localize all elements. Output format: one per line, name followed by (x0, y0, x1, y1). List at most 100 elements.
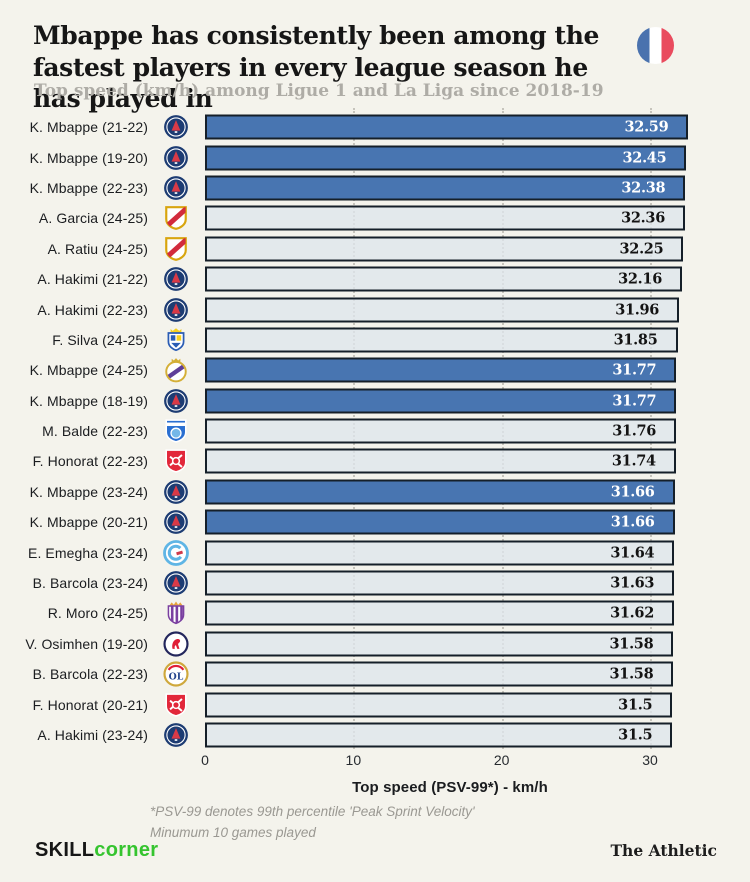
paris-saint-germain-crest-icon (163, 175, 189, 201)
paris-saint-germain-crest-icon (163, 570, 189, 596)
bar-row: A. Garcia (24-25) 32.36 (0, 203, 750, 233)
bar-value: 31.66 (610, 513, 655, 531)
bar: 31.62 (205, 600, 674, 626)
bar-value: 32.25 (619, 240, 664, 258)
player-label: V. Osimhen (19-20) (25, 635, 148, 652)
bar-track: 31.66 (205, 509, 695, 535)
bar-track: 31.63 (205, 570, 695, 596)
france-flag-icon (637, 27, 674, 64)
player-label: B. Barcola (23-24) (32, 575, 148, 592)
player-label: K. Mbappe (19-20) (29, 149, 148, 166)
stade-brestois-29-crest-icon (163, 692, 189, 718)
page-subtitle: Top speed (km/h) among Ligue 1 and La Li… (34, 81, 604, 101)
bar-row: B. Barcola (22-23) OL 31.58 (0, 659, 750, 689)
player-label: F. Honorat (22-23) (32, 453, 148, 470)
bar-track: 32.45 (205, 145, 695, 171)
bar: 31.66 (205, 509, 675, 535)
player-label: K. Mbappe (21-22) (29, 119, 148, 136)
paris-saint-germain-crest-icon (163, 114, 189, 140)
bar: 32.59 (205, 114, 689, 140)
bar: 32.38 (205, 175, 686, 201)
bar-track: 31.85 (205, 327, 695, 353)
bar-value: 32.45 (622, 149, 667, 167)
x-axis-label: Top speed (PSV-99*) - km/h (352, 779, 548, 796)
bar-value: 31.5 (618, 696, 653, 714)
bar-value: 31.66 (610, 483, 655, 501)
logo-corner-text: corner (94, 839, 159, 861)
bar-value: 31.63 (610, 574, 655, 592)
player-label: A. Hakimi (23-24) (37, 727, 148, 743)
bar: 32.16 (205, 266, 682, 292)
estac-troyes-crest-icon (163, 418, 189, 444)
losc-lille-crest-icon (163, 631, 189, 657)
bar-row: A. Hakimi (23-24) 31.5 (0, 720, 750, 750)
player-label: F. Silva (24-25) (52, 331, 148, 348)
paris-saint-germain-crest-icon (163, 388, 189, 414)
bar: 31.58 (205, 631, 674, 657)
bars: K. Mbappe (21-22) 32.59 K. Mbappe (19-20… (0, 112, 750, 750)
player-label: K. Mbappe (23-24) (29, 483, 148, 500)
bar-track: 31.66 (205, 479, 695, 505)
bar: 31.5 (205, 722, 673, 748)
paris-saint-germain-crest-icon (163, 722, 189, 748)
footnote-line2: Minumum 10 games played (150, 824, 316, 840)
bar: 31.64 (205, 540, 675, 566)
rayo-vallecano-crest-icon (163, 205, 189, 231)
bar-row: A. Ratiu (24-25) 32.25 (0, 234, 750, 264)
bar-row: R. Moro (24-25) 31.62 (0, 598, 750, 628)
footnote: *PSV-99 denotes 99th percentile 'Peak Sp… (150, 802, 475, 843)
real-valladolid-crest-icon (163, 600, 189, 626)
bar-track: 31.5 (205, 692, 695, 718)
bar-row: B. Barcola (23-24) 31.63 (0, 568, 750, 598)
footnote-line1: *PSV-99 denotes 99th percentile 'Peak Sp… (150, 804, 475, 819)
bar-row: K. Mbappe (24-25) 31.77 (0, 355, 750, 385)
player-label: F. Honorat (20-21) (32, 696, 148, 713)
bar-row: A. Hakimi (22-23) 31.96 (0, 294, 750, 324)
the-athletic-logo: The Athletic (610, 841, 717, 860)
svg-text:OL: OL (169, 672, 184, 683)
bar: 31.58 (205, 661, 674, 687)
x-tick-label: 30 (642, 752, 658, 768)
player-label: K. Mbappe (20-21) (29, 514, 148, 531)
x-axis-ticks: 0 10 20 30 (0, 752, 750, 770)
player-label: R. Moro (24-25) (47, 605, 148, 622)
bar-value: 31.64 (610, 544, 655, 562)
skillcorner-logo: SKILLcorner (35, 839, 158, 862)
bar-track: 31.96 (205, 297, 695, 323)
bar-row: K. Mbappe (18-19) 31.77 (0, 386, 750, 416)
player-label: K. Mbappe (18-19) (29, 392, 148, 409)
bar-track: 31.5 (205, 722, 695, 748)
bar: 32.25 (205, 236, 684, 262)
bar: 31.76 (205, 418, 677, 444)
bar-value: 31.77 (612, 392, 657, 410)
bar-value: 31.62 (610, 604, 654, 622)
bar-row: K. Mbappe (23-24) 31.66 (0, 477, 750, 507)
x-tick-label: 0 (201, 752, 209, 768)
bar-track: 32.36 (205, 205, 695, 231)
bar-row: F. Honorat (22-23) 31.74 (0, 446, 750, 476)
bar-track: 31.58 (205, 631, 695, 657)
bar-row: F. Honorat (20-21) 31.5 (0, 689, 750, 719)
player-label: A. Hakimi (22-23) (37, 301, 148, 318)
paris-saint-germain-crest-icon (163, 297, 189, 323)
bar: 31.77 (205, 357, 677, 383)
bar-row: K. Mbappe (19-20) 32.45 (0, 142, 750, 172)
stade-brestois-29-crest-icon (163, 448, 189, 474)
bar-track: 31.58 (205, 661, 695, 687)
bar: 31.77 (205, 388, 677, 414)
bar-row: M. Balde (22-23) 31.76 (0, 416, 750, 446)
bar-track: 31.62 (205, 600, 695, 626)
rayo-vallecano-crest-icon (163, 236, 189, 262)
bar-row: V. Osimhen (19-20) 31.58 (0, 629, 750, 659)
paris-saint-germain-crest-icon (163, 479, 189, 505)
bar: 31.63 (205, 570, 675, 596)
bar: 32.36 (205, 205, 685, 231)
rc-strasbourg-crest-icon (163, 539, 189, 566)
player-label: E. Emegha (23-24) (28, 544, 148, 561)
x-tick-label: 10 (345, 752, 362, 768)
logo-skill-text: SKILL (35, 839, 95, 861)
player-label: K. Mbappe (24-25) (29, 362, 148, 379)
bar: 31.85 (205, 327, 678, 353)
bar-row: K. Mbappe (20-21) 31.66 (0, 507, 750, 537)
bar-row: A. Hakimi (21-22) 32.16 (0, 264, 750, 294)
